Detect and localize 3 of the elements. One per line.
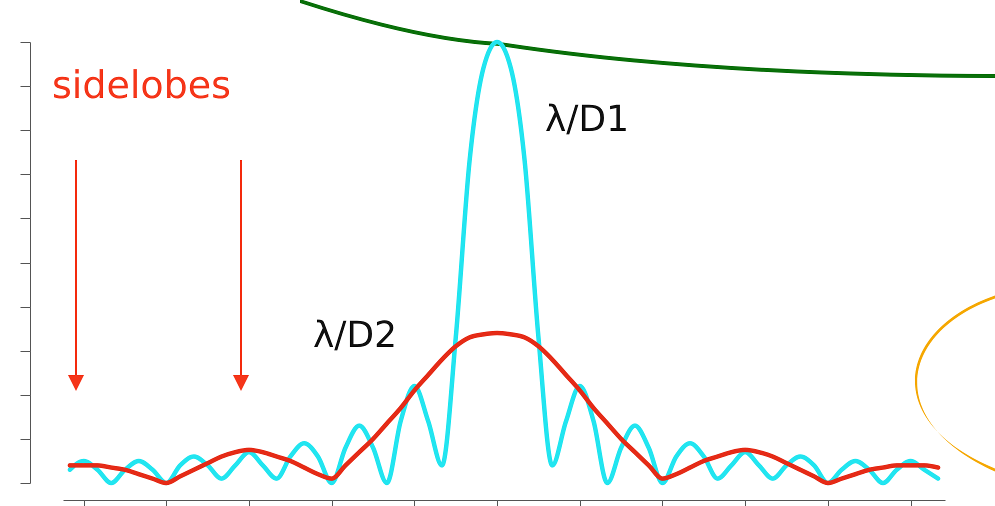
series-label: λ/D2: [313, 315, 398, 356]
series-label: λ/D1: [545, 99, 630, 140]
annotation: sidelobes: [52, 63, 231, 107]
